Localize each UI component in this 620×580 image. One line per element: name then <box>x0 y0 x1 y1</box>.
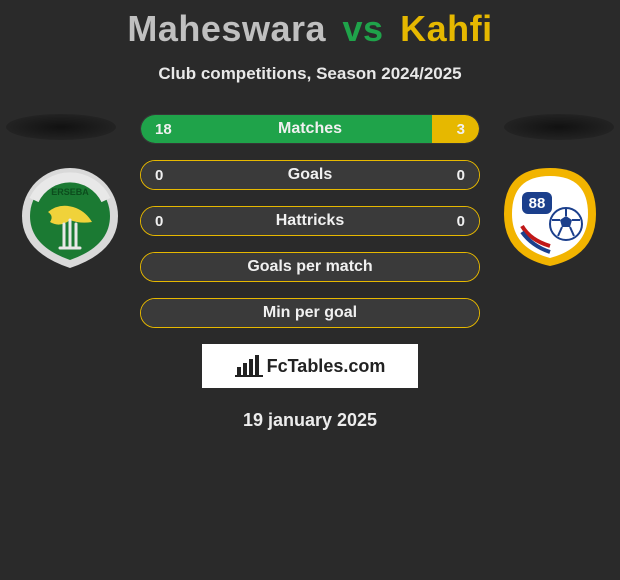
stat-row: 0Hattricks0 <box>140 206 480 236</box>
subtitle: Club competitions, Season 2024/2025 <box>0 64 620 84</box>
comparison-content: ERSEBA 88 18Matches30Goals00Hattricks <box>0 114 620 431</box>
stat-row: 18Matches3 <box>140 114 480 144</box>
logo-banner-text: ERSEBA <box>51 187 89 197</box>
player2-name: Kahfi <box>400 8 493 49</box>
player1-name: Maheswara <box>127 8 326 49</box>
barito-logo-icon: 88 <box>500 166 600 270</box>
persebaya-logo-icon: ERSEBA <box>20 166 120 270</box>
page-title: Maheswara vs Kahfi <box>0 0 620 50</box>
stat-label: Goals per match <box>141 258 479 276</box>
stat-label: Matches <box>141 120 479 138</box>
stat-row: Min per goal <box>140 298 480 328</box>
date-text: 19 january 2025 <box>0 410 620 431</box>
stat-value-right: 0 <box>457 167 479 184</box>
brand-text: FcTables.com <box>267 356 386 377</box>
shadow-right <box>504 114 614 140</box>
stat-row: 0Goals0 <box>140 160 480 190</box>
stat-value-right: 0 <box>457 213 479 230</box>
club-logo-left: ERSEBA <box>20 166 120 270</box>
club-logo-right: 88 <box>500 166 600 270</box>
stat-value-right: 3 <box>457 121 479 138</box>
stat-row: Goals per match <box>140 252 480 282</box>
logo-badge-text: 88 <box>529 195 546 212</box>
stats-table: 18Matches30Goals00Hattricks0Goals per ma… <box>140 114 480 328</box>
stat-label: Min per goal <box>141 304 479 322</box>
shadow-left <box>6 114 116 140</box>
vs-text: vs <box>343 8 384 49</box>
stat-label: Goals <box>141 166 479 184</box>
brand-box: FcTables.com <box>202 344 418 388</box>
stat-label: Hattricks <box>141 212 479 230</box>
chart-bars-icon <box>235 355 263 377</box>
